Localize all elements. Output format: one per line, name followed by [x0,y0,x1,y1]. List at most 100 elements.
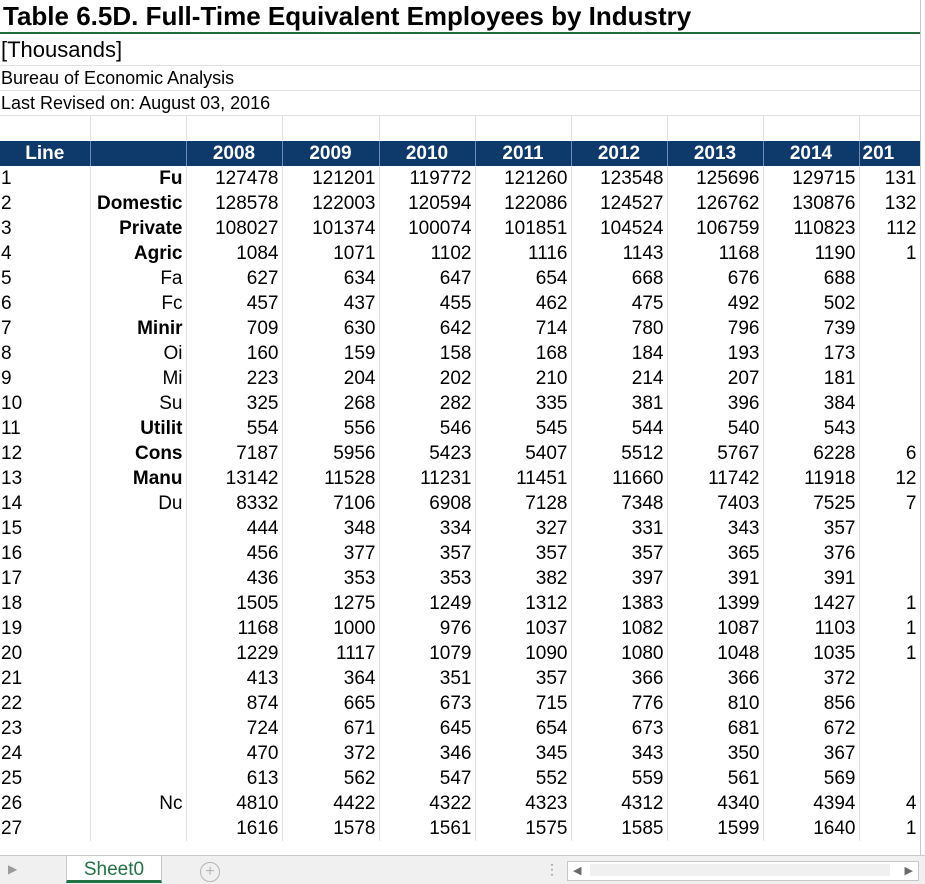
value-cell[interactable]: 502 [763,291,860,316]
value-cell[interactable] [859,266,921,291]
value-cell[interactable]: 1312 [475,591,572,616]
line-number-cell[interactable]: 1 [0,166,91,191]
sheet-tab[interactable]: Sheet0 [66,856,162,883]
value-cell[interactable]: 540 [667,416,764,441]
value-cell[interactable]: 4810 [186,791,283,816]
value-cell[interactable]: 1229 [186,641,283,666]
value-cell[interactable]: 364 [282,666,380,691]
value-cell[interactable]: 1103 [763,616,860,641]
line-number-cell[interactable]: 7 [0,316,91,341]
value-cell[interactable]: 681 [667,716,764,741]
value-cell[interactable]: 1190 [763,241,860,266]
value-cell[interactable]: 346 [379,741,476,766]
value-cell[interactable]: 1143 [571,241,668,266]
industry-label-cell[interactable] [90,766,187,791]
value-cell[interactable]: 556 [282,416,380,441]
value-cell[interactable]: 158 [379,341,476,366]
value-cell[interactable]: 5767 [667,441,764,466]
value-cell[interactable]: 397 [571,566,668,591]
value-cell[interactable]: 4323 [475,791,572,816]
value-cell[interactable]: 8332 [186,491,283,516]
value-cell[interactable]: 544 [571,416,668,441]
value-cell[interactable]: 1079 [379,641,476,666]
value-cell[interactable]: 1116 [475,241,572,266]
value-cell[interactable]: 11918 [763,466,860,491]
value-cell[interactable]: 634 [282,266,380,291]
value-cell[interactable]: 11231 [379,466,476,491]
value-cell[interactable]: 11528 [282,466,380,491]
line-number-cell[interactable]: 12 [0,441,91,466]
value-cell[interactable]: 377 [282,541,380,566]
value-cell[interactable]: 456 [186,541,283,566]
value-cell[interactable]: 131 [859,166,921,191]
value-cell[interactable]: 1383 [571,591,668,616]
value-cell[interactable]: 676 [667,266,764,291]
col-header-2008[interactable]: 2008 [186,141,283,166]
col-header-2011[interactable]: 2011 [475,141,572,166]
value-cell[interactable]: 4340 [667,791,764,816]
value-cell[interactable]: 223 [186,366,283,391]
value-cell[interactable]: 1168 [667,241,764,266]
line-number-cell[interactable]: 4 [0,241,91,266]
value-cell[interactable]: 413 [186,666,283,691]
value-cell[interactable]: 1071 [282,241,380,266]
value-cell[interactable]: 874 [186,691,283,716]
value-cell[interactable]: 376 [763,541,860,566]
value-cell[interactable]: 5423 [379,441,476,466]
value-cell[interactable]: 334 [379,516,476,541]
value-cell[interactable]: 1275 [282,591,380,616]
value-cell[interactable]: 100074 [379,216,476,241]
value-cell[interactable]: 627 [186,266,283,291]
value-cell[interactable]: 654 [475,266,572,291]
value-cell[interactable]: 554 [186,416,283,441]
industry-label-cell[interactable] [90,541,187,566]
value-cell[interactable]: 444 [186,516,283,541]
value-cell[interactable]: 714 [475,316,572,341]
value-cell[interactable]: 6 [859,441,921,466]
value-cell[interactable]: 384 [763,391,860,416]
value-cell[interactable]: 4 [859,791,921,816]
value-cell[interactable]: 11742 [667,466,764,491]
value-cell[interactable]: 1084 [186,241,283,266]
value-cell[interactable]: 5407 [475,441,572,466]
value-cell[interactable]: 120594 [379,191,476,216]
value-cell[interactable]: 202 [379,366,476,391]
value-cell[interactable]: 214 [571,366,668,391]
value-cell[interactable]: 1090 [475,641,572,666]
value-cell[interactable]: 1575 [475,816,572,841]
value-cell[interactable]: 668 [571,266,668,291]
value-cell[interactable]: 348 [282,516,380,541]
industry-label-cell[interactable] [90,816,187,841]
scroll-tabs-left-icon[interactable]: ▶ [8,862,18,876]
value-cell[interactable]: 776 [571,691,668,716]
industry-label-cell[interactable]: Mi [90,366,187,391]
value-cell[interactable]: 357 [475,541,572,566]
value-cell[interactable]: 372 [763,666,860,691]
value-cell[interactable]: 673 [379,691,476,716]
value-cell[interactable]: 11451 [475,466,572,491]
value-cell[interactable]: 437 [282,291,380,316]
value-cell[interactable]: 382 [475,566,572,591]
value-cell[interactable]: 365 [667,541,764,566]
value-cell[interactable]: 181 [763,366,860,391]
value-cell[interactable]: 207 [667,366,764,391]
industry-label-cell[interactable]: Agric [90,241,187,266]
value-cell[interactable] [859,391,921,416]
value-cell[interactable]: 7128 [475,491,572,516]
value-cell[interactable] [859,366,921,391]
industry-label-cell[interactable] [90,591,187,616]
value-cell[interactable]: 351 [379,666,476,691]
line-number-cell[interactable]: 25 [0,766,91,791]
value-cell[interactable]: 335 [475,391,572,416]
value-cell[interactable]: 4312 [571,791,668,816]
value-cell[interactable]: 546 [379,416,476,441]
value-cell[interactable]: 12 [859,466,921,491]
col-header-2009[interactable]: 2009 [282,141,380,166]
value-cell[interactable]: 709 [186,316,283,341]
industry-label-cell[interactable] [90,716,187,741]
value-cell[interactable]: 11660 [571,466,668,491]
value-cell[interactable]: 671 [282,716,380,741]
value-cell[interactable]: 127478 [186,166,283,191]
value-cell[interactable]: 492 [667,291,764,316]
value-cell[interactable]: 780 [571,316,668,341]
